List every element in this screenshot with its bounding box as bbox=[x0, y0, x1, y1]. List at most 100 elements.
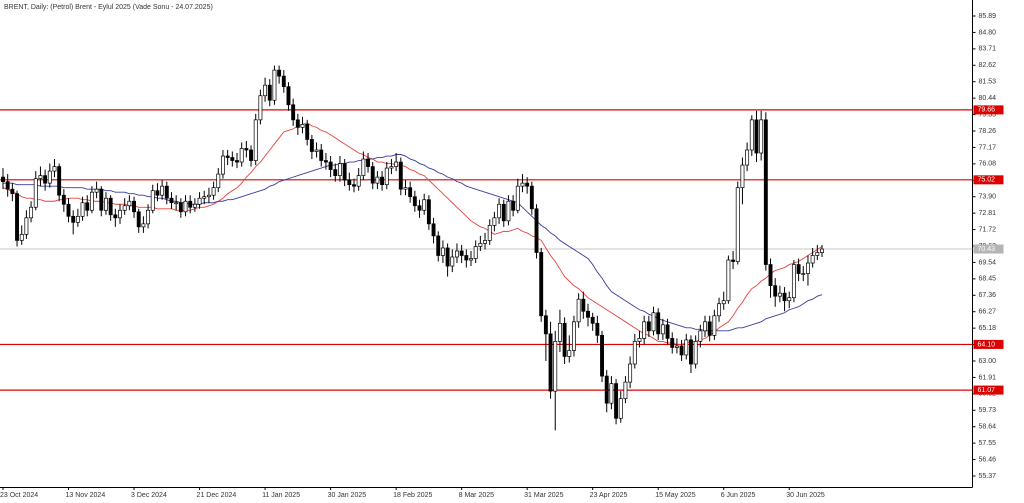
candle-body bbox=[52, 166, 57, 172]
candle-body bbox=[576, 298, 581, 323]
x-tick-label: 15 May 2025 bbox=[655, 492, 696, 499]
x-tick-label: 30 Jan 2025 bbox=[328, 492, 367, 499]
candle-body bbox=[717, 303, 721, 317]
candle-body bbox=[342, 163, 347, 181]
candle-body bbox=[211, 187, 216, 196]
candle-body bbox=[164, 185, 169, 199]
candle-body bbox=[29, 206, 34, 219]
y-tick-label: 77.17 bbox=[979, 144, 997, 151]
y-tick-label: 80.44 bbox=[979, 95, 997, 102]
candle-body bbox=[745, 149, 750, 166]
y-tick-label: 85.89 bbox=[979, 13, 997, 20]
candle-body bbox=[618, 398, 623, 419]
candle-body bbox=[197, 197, 202, 205]
candle-body bbox=[450, 256, 455, 267]
candle-body bbox=[642, 321, 647, 339]
candle-body bbox=[389, 166, 394, 169]
candle-body bbox=[586, 310, 590, 318]
chart-title: BRENT, Daily: (Petrol) Brent - Eylul 202… bbox=[4, 4, 213, 11]
candle-body bbox=[520, 182, 525, 187]
candle-body bbox=[347, 179, 352, 186]
level-label: 79.66 bbox=[978, 107, 996, 114]
candle-body bbox=[740, 164, 745, 189]
candle-body bbox=[632, 341, 637, 365]
candle-body bbox=[525, 182, 530, 187]
y-tick-label: 81.53 bbox=[979, 79, 997, 86]
x-tick-label: 8 Mar 2025 bbox=[459, 492, 495, 499]
candle-body bbox=[235, 160, 239, 163]
candle-body bbox=[768, 264, 773, 286]
x-tick-label: 30 Jun 2025 bbox=[786, 492, 825, 499]
x-tick-label: 31 Mar 2025 bbox=[524, 492, 563, 499]
candle-body bbox=[61, 194, 66, 205]
candle-body bbox=[529, 185, 534, 210]
candle-body bbox=[721, 300, 726, 305]
candle-body bbox=[665, 324, 670, 339]
candle-body bbox=[623, 381, 628, 400]
y-tick-label: 55.37 bbox=[979, 473, 997, 480]
candle-body bbox=[366, 158, 370, 167]
candle-body bbox=[562, 322, 567, 357]
x-tick-label: 23 Apr 2025 bbox=[590, 492, 628, 499]
candle-body bbox=[646, 321, 651, 332]
candle-body bbox=[99, 188, 104, 211]
candle-body bbox=[75, 215, 80, 223]
candle-body bbox=[178, 202, 183, 213]
candle-body bbox=[469, 258, 473, 261]
candle-body bbox=[796, 264, 801, 274]
candle-body bbox=[703, 321, 707, 332]
candle-body bbox=[651, 312, 656, 332]
level-label-box bbox=[973, 339, 1004, 349]
candle-body bbox=[422, 199, 427, 211]
candle-body bbox=[417, 205, 422, 211]
candle-body bbox=[1, 176, 5, 182]
candle-body bbox=[483, 240, 487, 244]
levels bbox=[0, 109, 973, 391]
candle-body bbox=[553, 341, 558, 392]
axes: 85.89 84.80 83.71 82.62 81.53 80.44 79.35 78.26… bbox=[0, 13, 1004, 499]
candle-body bbox=[492, 217, 497, 226]
candle-body bbox=[735, 187, 740, 262]
candle-body bbox=[370, 166, 375, 184]
candle-body bbox=[295, 119, 300, 128]
candle-body bbox=[408, 187, 413, 198]
candle-body bbox=[609, 383, 614, 404]
candle-body bbox=[323, 160, 328, 163]
candle-body bbox=[104, 197, 108, 211]
candle-body bbox=[249, 149, 253, 161]
candle-body bbox=[801, 273, 806, 275]
candle-body bbox=[693, 341, 698, 365]
level-label-box bbox=[973, 385, 1004, 395]
y-tick-label: 57.55 bbox=[979, 440, 997, 447]
candle-body bbox=[277, 69, 282, 77]
candle-body bbox=[221, 155, 225, 175]
candle-body bbox=[169, 197, 174, 204]
y-tick-label: 65.18 bbox=[979, 325, 997, 332]
candle-body bbox=[487, 225, 492, 241]
candle-body bbox=[15, 193, 19, 241]
candle-body bbox=[338, 163, 342, 176]
candle-body bbox=[403, 187, 408, 190]
candle-body bbox=[10, 188, 15, 195]
candle-body bbox=[314, 149, 319, 152]
candle-body bbox=[464, 255, 469, 261]
candle-body bbox=[791, 264, 796, 299]
candle-body bbox=[445, 247, 450, 267]
candle-body bbox=[239, 148, 244, 163]
candle-body bbox=[478, 243, 483, 247]
candle-body bbox=[787, 297, 792, 302]
candle-body bbox=[572, 321, 576, 351]
candle-body bbox=[782, 292, 787, 302]
candle-body bbox=[113, 214, 118, 219]
level-label-box bbox=[973, 175, 1004, 185]
candle-body bbox=[272, 69, 277, 101]
candles bbox=[1, 65, 824, 431]
candle-body bbox=[141, 223, 146, 228]
candle-body bbox=[43, 175, 48, 184]
candle-body bbox=[684, 339, 689, 356]
level-label: 64.10 bbox=[978, 341, 996, 348]
candle-body bbox=[71, 215, 76, 223]
candle-body bbox=[604, 375, 609, 404]
candle-body bbox=[806, 262, 810, 274]
candle-body bbox=[122, 205, 127, 211]
